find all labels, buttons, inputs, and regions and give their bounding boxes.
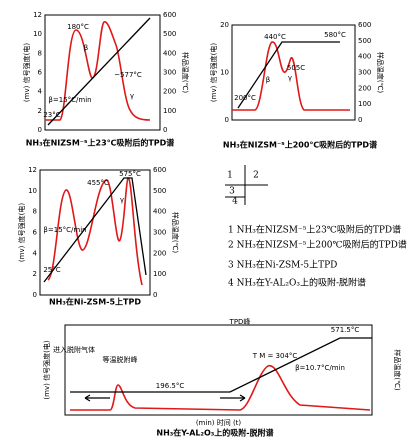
y2-tick-label: 600 xyxy=(358,21,371,29)
signal-curve xyxy=(70,365,371,411)
key-cell: 4 xyxy=(232,197,238,207)
y-tick-label: 8 xyxy=(33,208,37,216)
plot-frame xyxy=(64,324,373,416)
y-axis-label: (mv) 信号强度(电) xyxy=(42,340,51,399)
y-tick-label: 10 xyxy=(28,187,37,195)
annotation: 23°C xyxy=(43,111,60,119)
legend-entry: 2 NH₃在NIZSM⁻⁵上200℃吸附后的TPD谱 xyxy=(228,239,407,251)
y2-tick-label: 500 xyxy=(153,187,166,195)
temperature-line xyxy=(47,17,151,126)
y2-tick-label: 400 xyxy=(358,53,371,61)
y2-tick-label: 200 xyxy=(153,249,166,257)
annotation: γ xyxy=(130,92,134,100)
signal-curve xyxy=(232,41,350,111)
annotation: 进入脱附气体 xyxy=(53,345,95,354)
annotation: 196.5°C xyxy=(156,382,185,390)
annotation: T M = 304°C xyxy=(252,352,298,360)
annotation: β xyxy=(84,44,88,52)
annotation: 等温脱附峰 xyxy=(103,355,138,364)
y-tick-label: 8 xyxy=(38,49,42,57)
y2-tick-label: 300 xyxy=(153,229,166,237)
y2-tick-label: 100 xyxy=(358,100,371,108)
annotation: 575°C xyxy=(119,170,141,178)
key-cell: 3 xyxy=(229,187,235,197)
y-tick-label: 2 xyxy=(38,107,42,115)
y-tick-label: 10 xyxy=(220,69,229,77)
y-tick-label: 2 xyxy=(33,270,37,278)
caption: NH₃在Ni-ZSM-5上TPD xyxy=(49,297,141,307)
key-cell: 2 xyxy=(253,171,259,181)
annotation: TPD峰 xyxy=(229,317,251,326)
caption: NH₃在NIZSM⁻⁵上23℃吸附后的TPD谱 xyxy=(26,138,175,148)
y-tick-label: 10 xyxy=(33,30,42,38)
y-axis-label: (mv) 信号强度(电) xyxy=(17,203,26,262)
annotation: 200°C xyxy=(234,94,256,102)
y-tick-label: 6 xyxy=(33,229,38,237)
legend-entry: 4 NH₃在Y-AL₂O₃上的吸附-脱附谱 xyxy=(228,277,366,289)
y2-tick-label: 0 xyxy=(153,291,157,299)
legend-entry: 3 NH₃在Ni-ZSM-5上TPD xyxy=(228,259,337,271)
annotation: γ xyxy=(288,74,292,82)
y2-tick-label: 500 xyxy=(358,37,371,45)
annotation: 440°C xyxy=(264,33,286,41)
y2-tick-label: 500 xyxy=(163,30,176,38)
annotation: 580°C xyxy=(324,31,346,39)
caption: NH₃在Y-AL₂O₃上的吸附-脱附谱 xyxy=(156,428,273,438)
plot-frame xyxy=(44,14,161,131)
y2-tick-label: 200 xyxy=(163,88,176,96)
annotation: β=15°C/min xyxy=(48,96,91,104)
y-tick-label: 0 xyxy=(33,291,37,299)
y2-axis-label: 样品温度(℃) xyxy=(393,349,402,391)
y-tick-label: 6 xyxy=(38,69,43,77)
legend-entry: 1 NH₃在NIZSM⁻⁵上23℃吸附后的TPD谱 xyxy=(228,224,401,236)
y2-tick-label: 600 xyxy=(153,166,166,174)
y2-tick-label: 300 xyxy=(358,69,371,77)
y-axis-label: (mv) 信号强度(电) xyxy=(209,43,218,102)
temperature-line xyxy=(70,337,372,393)
y2-axis-label: 样品温度(℃) xyxy=(171,212,180,254)
annotation: ~577°C xyxy=(114,71,142,79)
annotation: β=15°C/min xyxy=(43,226,86,234)
y2-tick-label: 0 xyxy=(358,116,362,124)
y2-tick-label: 600 xyxy=(163,11,176,19)
y2-tick-label: 400 xyxy=(153,208,166,216)
annotation: γ xyxy=(120,196,124,204)
y-tick-label: 12 xyxy=(28,166,37,174)
y2-tick-label: 400 xyxy=(163,49,176,57)
x-axis-label: (min) 时间 (t) xyxy=(196,418,242,427)
y-axis-label: (mv) 信号强度(电) xyxy=(22,43,31,102)
signal-curve xyxy=(45,21,151,121)
plot-frame xyxy=(231,24,356,121)
y-tick-label: 20 xyxy=(220,21,229,29)
y-tick-label: 0 xyxy=(38,126,42,134)
key-cell: 1 xyxy=(227,171,233,181)
y2-tick-label: 200 xyxy=(358,84,371,92)
annotation: 455°C xyxy=(87,179,109,187)
temperature-line xyxy=(237,41,340,109)
annotation: 25°C xyxy=(43,266,60,274)
plot-frame xyxy=(39,169,151,296)
y2-tick-label: 100 xyxy=(163,107,176,115)
y-tick-label: 0 xyxy=(225,116,229,124)
y-tick-label: 4 xyxy=(38,88,43,96)
annotation: β=10.7°C/min xyxy=(295,364,345,372)
temperature-line xyxy=(43,177,147,283)
annotation: 571.5°C xyxy=(331,326,360,334)
annotation: 505C xyxy=(287,64,305,72)
y-tick-label: 4 xyxy=(33,249,38,257)
y2-tick-label: 300 xyxy=(163,69,176,77)
y-tick-label: 12 xyxy=(33,11,42,19)
annotation: 180°C xyxy=(67,23,89,31)
y2-tick-label: 0 xyxy=(163,126,167,134)
y2-tick-label: 100 xyxy=(153,270,166,278)
annotation: β xyxy=(266,76,270,84)
y2-axis-label: 样品温度(℃) xyxy=(376,52,385,94)
caption: NH₃在NIZSM⁻⁵上200℃吸附后的TPD谱 xyxy=(223,140,377,150)
arrow xyxy=(84,394,246,402)
y2-axis-label: 样品温度(℃) xyxy=(181,52,190,94)
